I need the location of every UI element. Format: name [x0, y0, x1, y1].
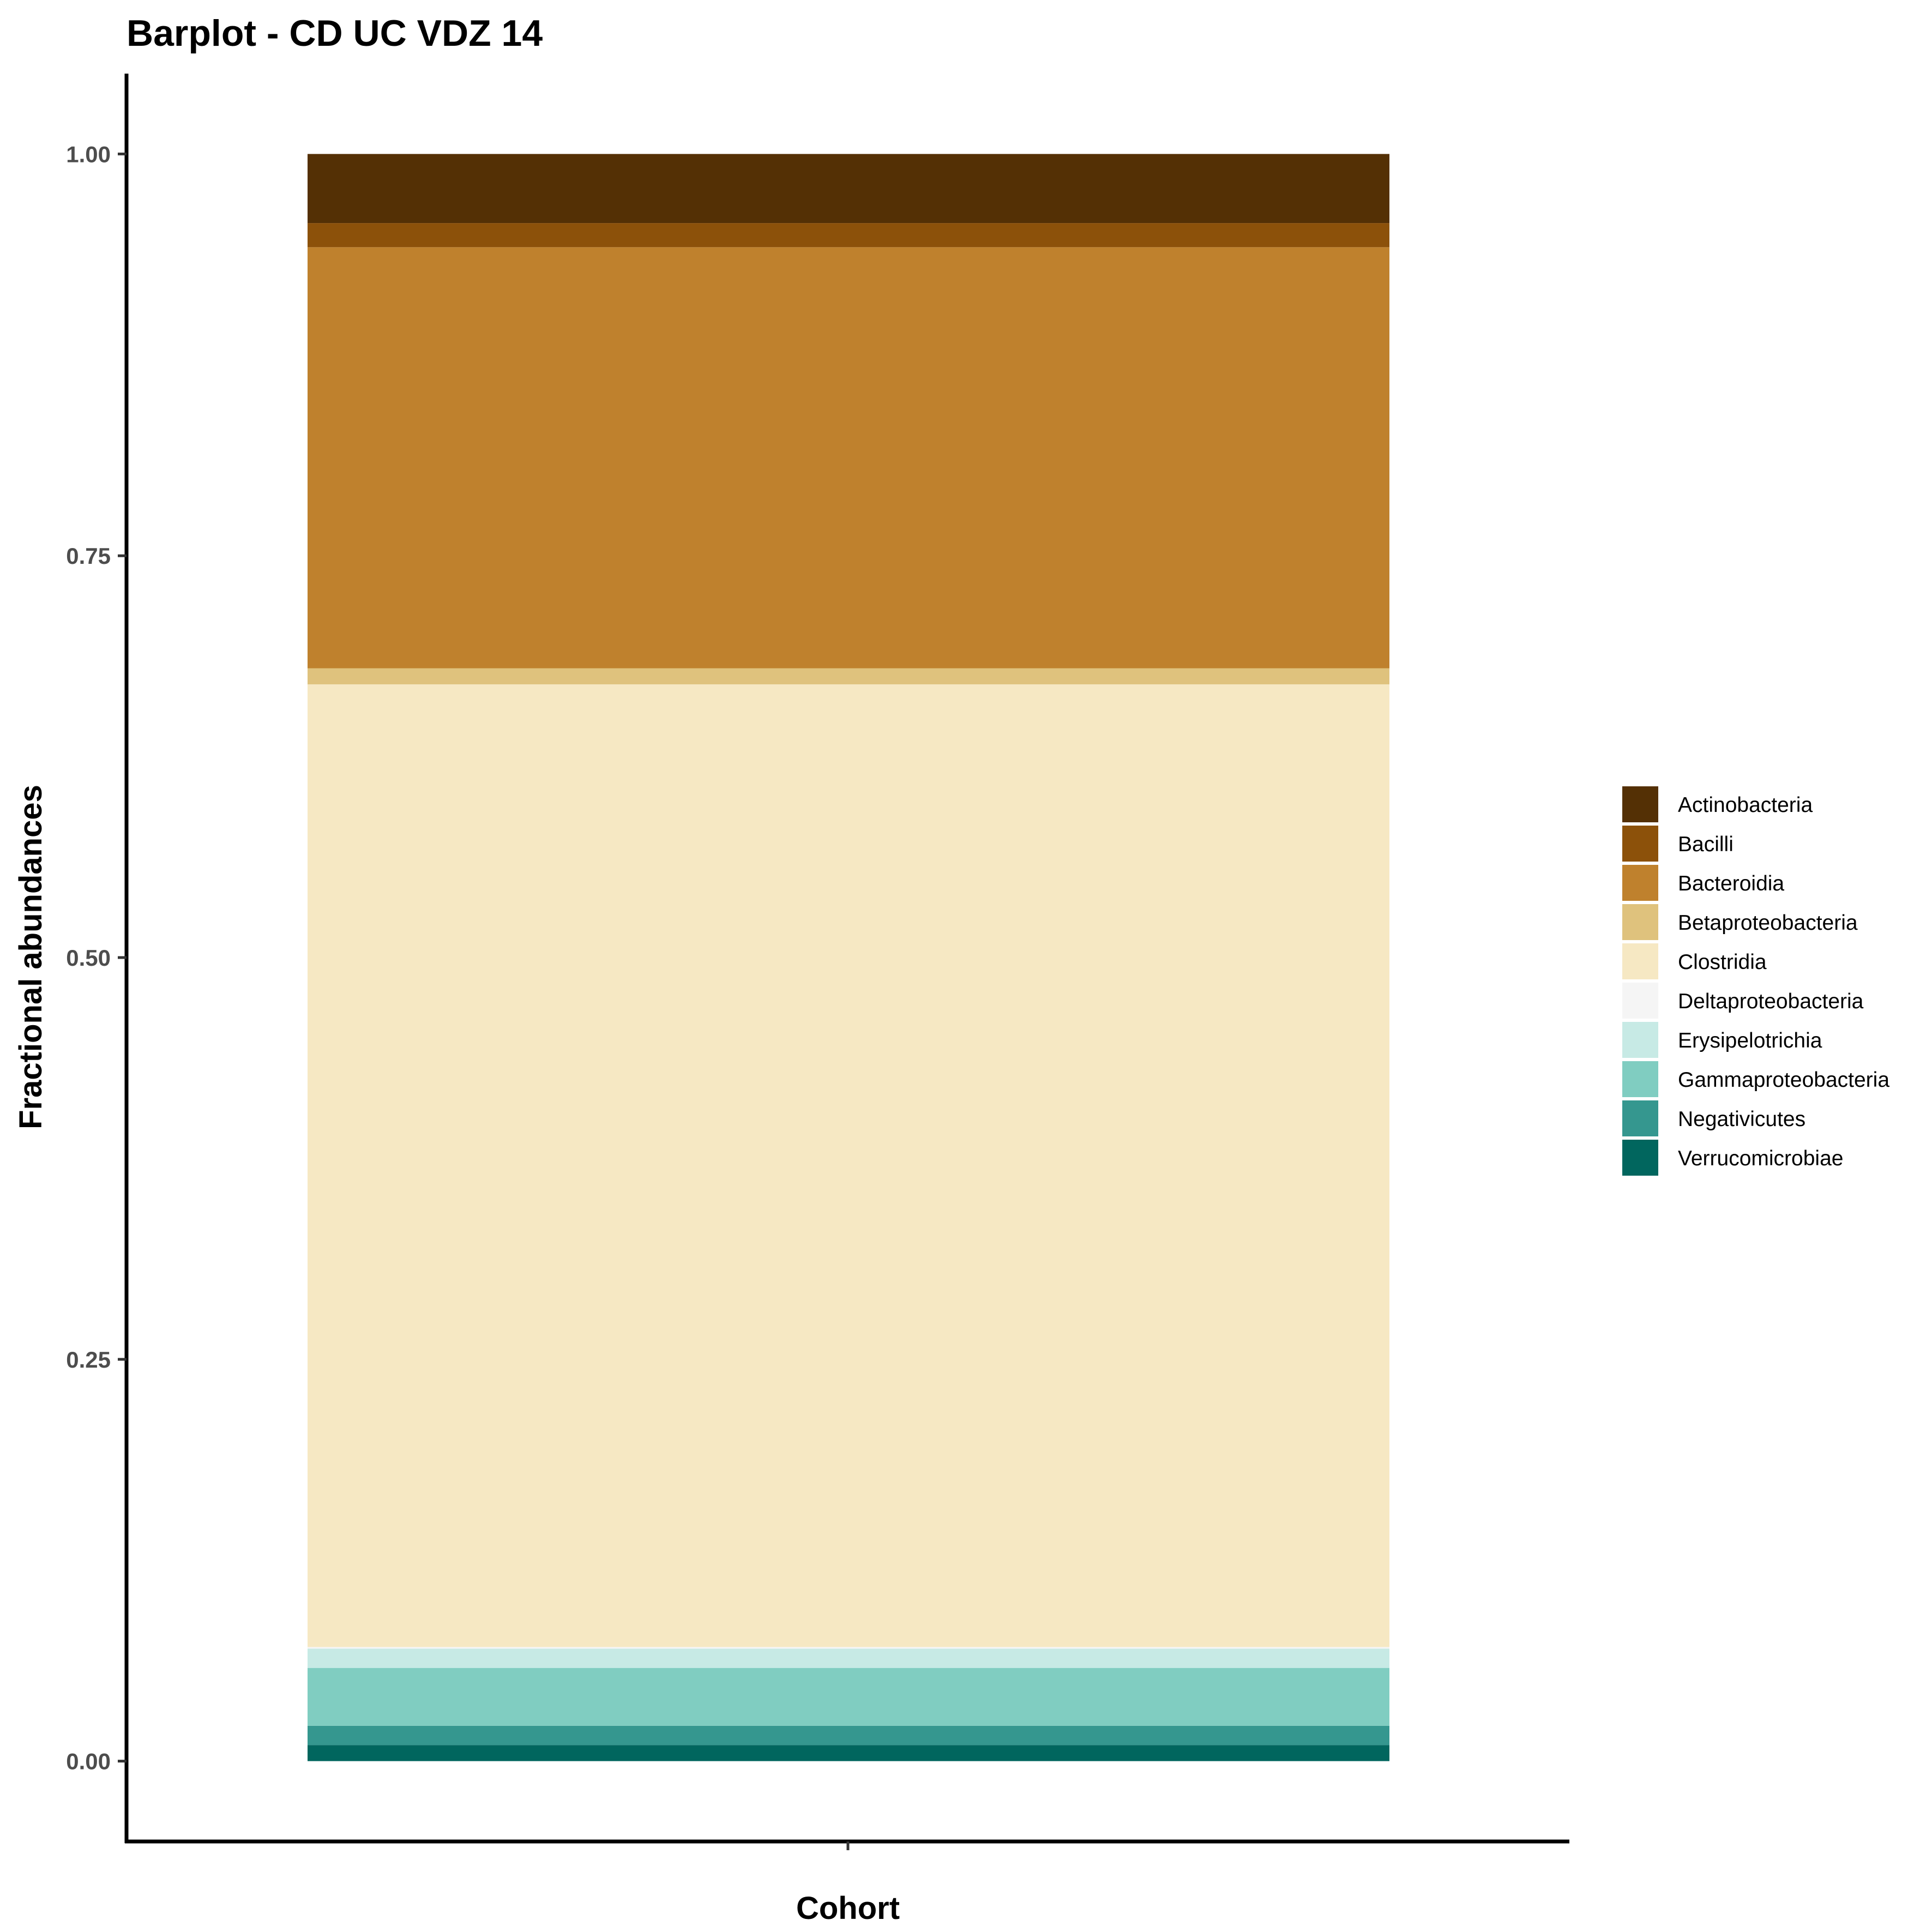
y-tick-label: 1.00 — [66, 141, 111, 167]
y-axis-title: Fractional abundances — [13, 785, 49, 1129]
y-ticks: 0.00 0.25 0.50 0.75 1.00 — [66, 141, 127, 1774]
legend-label-betaproteobacteria: Betaproteobacteria — [1678, 911, 1858, 935]
bar-segment-actinobacteria — [308, 154, 1389, 224]
bar-segment-erysipelotrichia — [308, 1648, 1389, 1668]
bar-segment-bacilli — [308, 223, 1389, 248]
legend-label-bacteroidia: Bacteroidia — [1678, 872, 1784, 895]
legend-key-bacteroidia — [1622, 865, 1658, 901]
y-tick-label: 0.75 — [66, 543, 111, 569]
chart-title: Barplot - CD UC VDZ 14 — [127, 13, 543, 54]
legend-label-verrucomicrobiae: Verrucomicrobiae — [1678, 1147, 1843, 1170]
legend-key-bacilli — [1622, 826, 1658, 862]
bar-segment-negativicutes — [308, 1725, 1389, 1746]
bar-segment-bacteroidia — [308, 247, 1389, 669]
legend-label-clostridia: Clostridia — [1678, 950, 1767, 974]
legend-label-erysipelotrichia: Erysipelotrichia — [1678, 1029, 1822, 1052]
legend-label-gammaproteobacteria: Gammaproteobacteria — [1678, 1068, 1889, 1092]
y-tick-label: 0.00 — [66, 1749, 111, 1774]
legend-key-deltaproteobacteria — [1622, 983, 1658, 1019]
legend-key-verrucomicrobiae — [1622, 1140, 1658, 1176]
y-tick-label: 0.25 — [66, 1347, 111, 1373]
bar-segments — [308, 154, 1389, 1761]
bar-segment-clostridia — [308, 684, 1389, 1647]
legend-key-clostridia — [1622, 943, 1658, 979]
legend-key-gammaproteobacteria — [1622, 1061, 1658, 1097]
y-tick-label: 0.50 — [66, 945, 111, 971]
x-axis-title: Cohort — [796, 1891, 900, 1926]
legend-label-deltaproteobacteria: Deltaproteobacteria — [1678, 990, 1864, 1013]
legend-key-erysipelotrichia — [1622, 1022, 1658, 1058]
bar-segment-deltaproteobacteria — [308, 1647, 1389, 1649]
legend-key-actinobacteria — [1622, 786, 1658, 822]
legend-label-actinobacteria: Actinobacteria — [1678, 793, 1813, 817]
legend-key-negativicutes — [1622, 1100, 1658, 1136]
legend-label-negativicutes: Negativicutes — [1678, 1108, 1805, 1131]
bar-segment-gammaproteobacteria — [308, 1668, 1389, 1726]
bar-segment-betaproteobacteria — [308, 668, 1389, 684]
legend: Actinobacteria Bacilli Bacteroidia Betaprot… — [1622, 786, 1889, 1176]
legend-key-betaproteobacteria — [1622, 904, 1658, 940]
legend-label-bacilli: Bacilli — [1678, 833, 1734, 856]
bar-segment-verrucomicrobiae — [308, 1745, 1389, 1761]
